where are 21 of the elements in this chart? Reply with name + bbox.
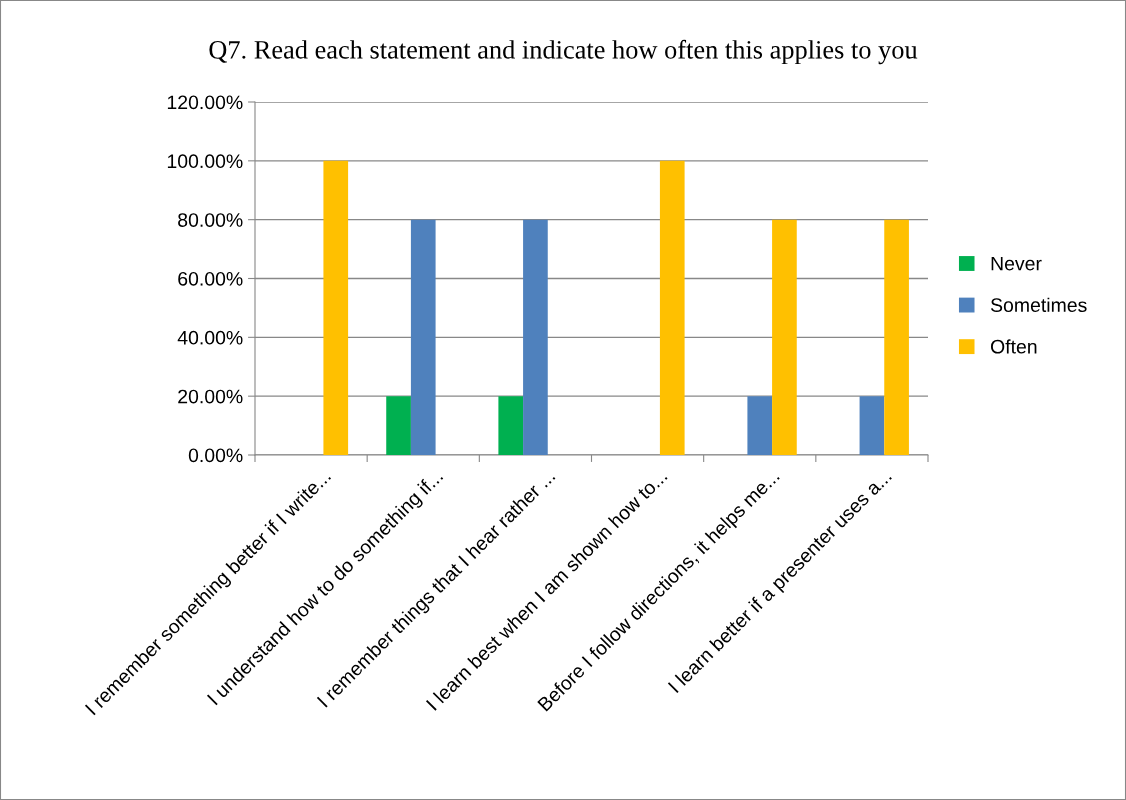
legend-label: Sometimes: [990, 297, 1087, 313]
bar: [386, 396, 411, 455]
bar: [747, 396, 773, 455]
bar: [523, 219, 548, 455]
bar: [323, 160, 349, 455]
bar: [859, 396, 885, 455]
bar: [498, 396, 524, 455]
y-tick-label: 100.00%: [167, 154, 243, 169]
y-tick-label: 0.00%: [188, 448, 243, 463]
y-tick-label: 60.00%: [178, 271, 243, 286]
y-tick-label: 20.00%: [178, 389, 243, 404]
bar: [772, 219, 797, 455]
y-tick-label: 80.00%: [178, 213, 243, 227]
bar: [884, 219, 909, 455]
bar: [659, 160, 685, 455]
y-tick-label: 40.00%: [177, 330, 243, 345]
legend-label: Never: [991, 256, 1042, 271]
legend-label: Often: [990, 339, 1037, 354]
bar: [410, 219, 436, 455]
y-tick-label: 120.00%: [167, 95, 243, 110]
chart-title: Q7. Read each statement and indicate how often this applies to you: [209, 39, 918, 65]
